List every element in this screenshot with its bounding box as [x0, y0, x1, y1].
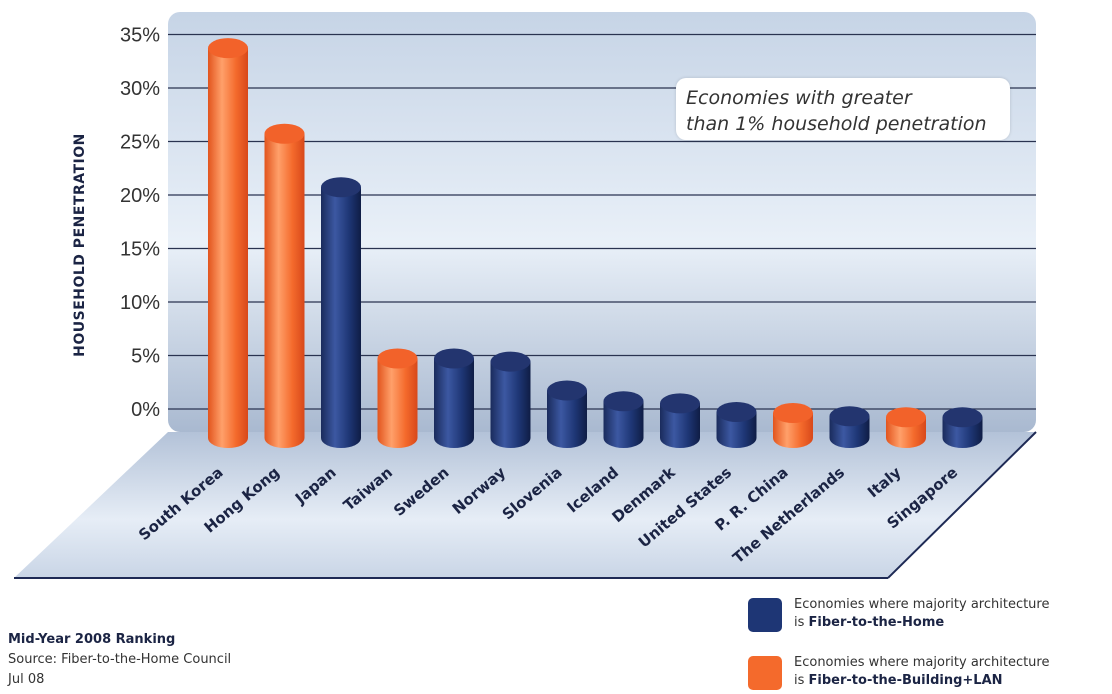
bar — [490, 351, 531, 448]
legend-ftth-prefix: is — [794, 615, 809, 630]
bar-body — [716, 411, 757, 448]
bar — [377, 348, 418, 448]
legend-ftth-bold: Fiber-to-the-Home — [808, 615, 945, 630]
bar-top — [208, 38, 248, 59]
bar-body — [208, 48, 248, 449]
y-tick-label: 20% — [120, 185, 160, 207]
bar — [660, 393, 700, 448]
legend-swatch-ftth — [748, 598, 782, 632]
bar-top — [829, 406, 870, 427]
bar — [208, 38, 248, 449]
annotation-box: Economies with greater than 1% household… — [676, 78, 1010, 140]
y-tick-label: 30% — [120, 78, 160, 100]
bar-top — [434, 348, 474, 369]
legend-fttb-line1: Economies where majority architecture — [794, 655, 1050, 670]
bar-body — [434, 358, 474, 448]
bars — [208, 38, 983, 449]
bar-top — [377, 348, 418, 369]
bar — [264, 123, 305, 448]
footer-title: Mid-Year 2008 Ranking — [8, 632, 176, 647]
annotation-line-1: Economies with greater — [686, 87, 912, 109]
bar-body — [660, 403, 700, 448]
bar-body — [490, 361, 531, 448]
bar — [547, 380, 587, 448]
floor-edge-right — [887, 431, 1037, 579]
legend-swatch-fttb — [748, 656, 782, 690]
bar — [886, 407, 926, 448]
bar-top — [886, 407, 926, 428]
bar-body — [264, 133, 305, 448]
y-tick-label: 10% — [120, 292, 160, 314]
bar — [603, 391, 644, 448]
bar — [434, 348, 474, 448]
y-tick-label: 35% — [120, 25, 160, 47]
bar-top — [264, 123, 305, 144]
annotation-line-2: than 1% household penetration — [686, 113, 987, 135]
bar — [773, 403, 813, 448]
y-axis-label: HOUSEHOLD PENETRATION — [72, 133, 88, 357]
bar-top — [660, 393, 700, 414]
legend-ftth-line1: Economies where majority architecture — [794, 597, 1050, 612]
bar-body — [603, 401, 644, 448]
chart-floor — [14, 432, 1036, 578]
bar — [942, 407, 983, 448]
bar-body — [773, 413, 813, 448]
bar-top — [942, 407, 983, 428]
bar — [321, 177, 361, 448]
bar-body — [321, 187, 361, 448]
legend-ftth-line2: is Fiber-to-the-Home — [794, 614, 1112, 632]
bar — [829, 406, 870, 448]
bar-top — [716, 401, 757, 422]
bar-top — [603, 391, 644, 412]
y-tick-label: 15% — [120, 239, 160, 261]
bar-body — [377, 358, 418, 448]
footer-source: Source: Fiber-to-the-Home Council — [8, 652, 232, 667]
y-tick-label: 5% — [131, 346, 160, 368]
y-tick-label: 25% — [120, 132, 160, 154]
legend-fttb-prefix: is — [794, 673, 809, 688]
bar-body — [547, 390, 587, 448]
footer: Mid-Year 2008 Ranking Source: Fiber-to-t… — [8, 630, 231, 690]
footer-date: Jul 08 — [8, 672, 45, 687]
bar — [716, 401, 757, 448]
legend-fttb-line2: is Fiber-to-the-Building+LAN — [794, 672, 1112, 690]
bar-top — [321, 177, 361, 198]
bar-top — [547, 380, 587, 401]
y-axis-ticks: 0% 5% 10% 15% 20% 25% 30% 35% — [120, 25, 160, 422]
bar-top — [490, 351, 531, 372]
bar-top — [773, 403, 813, 424]
y-tick-label: 0% — [131, 399, 160, 421]
gridlines — [168, 33, 1036, 410]
legend-text-fttb: Economies where majority architecture is… — [794, 654, 1112, 690]
legend-fttb-bold: Fiber-to-the-Building+LAN — [808, 673, 1003, 688]
legend-text-ftth: Economies where majority architecture is… — [794, 596, 1112, 632]
